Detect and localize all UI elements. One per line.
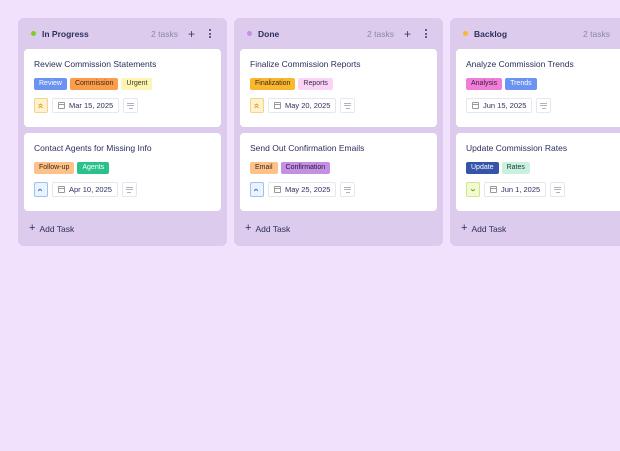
description-icon[interactable] [536,98,552,113]
priority-double-chevron-up-icon[interactable]: » [34,98,48,113]
task-meta: » May 20, 2025 [250,98,427,113]
priority-double-chevron-up-icon[interactable]: » [250,98,264,113]
column-in-progress: In Progress 2 tasks + Review Commission … [18,18,227,246]
priority-chevron-up-icon[interactable]: › [34,182,48,197]
description-icon[interactable] [340,182,356,197]
tag: Review [34,78,67,90]
tag: Trends [505,78,537,90]
task-title: Analyze Commission Trends [466,59,574,69]
due-date: Apr 10, 2025 [69,185,112,194]
tag: Rates [501,162,530,174]
description-icon[interactable] [123,98,139,113]
tag-list: Follow-up Agents [34,162,211,174]
due-date: May 20, 2025 [285,101,331,110]
due-date: Mar 15, 2025 [69,101,114,110]
tag-list: Finalization Reports [250,78,427,90]
task-card[interactable]: Contact Agents for Missing Info Follow-u… [24,133,221,211]
tag-list: Email Confirmation [250,162,427,174]
status-dot-icon [463,31,468,36]
description-icon[interactable] [121,182,137,197]
calendar-icon [58,186,65,193]
task-card[interactable]: Update Commission Rates Update Rates › Ju… [456,133,620,211]
tag: Confirmation [280,162,331,174]
tag: Follow-up [34,162,75,174]
column-header: Backlog 2 tasks + [456,18,620,49]
calendar-icon [472,102,479,109]
more-options-icon[interactable] [421,29,431,38]
column-backlog: Backlog 2 tasks + Analyze Commission Tre… [450,18,620,246]
due-date-button[interactable]: Jun 15, 2025 [466,98,533,113]
status-dot-icon [31,31,36,36]
plus-icon: + [461,222,468,234]
task-card[interactable]: Finalize Commission Reports Finalization… [240,49,437,127]
column-header: Done 2 tasks + [240,18,437,49]
column-header: In Progress 2 tasks + [24,18,221,49]
task-meta: › May 25, 2025 [250,182,427,197]
tag-list: Analysis Trends [466,78,620,90]
add-task-icon-button[interactable]: + [403,26,411,41]
priority-chevron-up-icon[interactable]: › [250,182,264,197]
due-date: Jun 15, 2025 [483,101,527,110]
add-task-button[interactable]: + Add Task [240,217,437,240]
due-date-button[interactable]: Apr 10, 2025 [52,182,118,197]
tag-list: Update Rates [466,162,620,174]
task-title: Contact Agents for Missing Info [34,143,152,153]
add-task-label: Add Task [255,223,291,234]
column-title: Backlog [474,28,508,39]
task-meta: › Apr 10, 2025 [34,182,211,197]
tag: Update [466,162,499,174]
tag-list: Review Commission Urgent [34,78,211,90]
description-icon[interactable] [340,98,356,113]
calendar-icon [490,186,497,193]
column-done: Done 2 tasks + Finalize Commission Repor… [234,18,443,246]
due-date: May 25, 2025 [285,185,331,194]
tag: Commission [69,78,119,90]
task-title: Send Out Confirmation Emails [250,143,365,153]
tag: Email [250,162,278,174]
priority-chevron-down-icon[interactable]: › [466,182,480,197]
add-task-icon-button[interactable]: + [187,26,195,41]
description-icon[interactable] [550,182,566,197]
plus-icon: + [245,222,252,234]
due-date-button[interactable]: May 20, 2025 [268,98,337,113]
task-title: Finalize Commission Reports [250,59,361,69]
add-task-label: Add Task [471,223,507,234]
tag: Reports [298,78,333,90]
task-count: 2 tasks [151,28,178,39]
task-card[interactable]: Analyze Commission Trends Analysis Trends… [456,49,620,127]
due-date-button[interactable]: Mar 15, 2025 [52,98,120,113]
add-task-button[interactable]: + Add Task [24,217,221,240]
calendar-icon [274,102,281,109]
calendar-icon [58,102,65,109]
column-title: In Progress [42,28,89,39]
tag: Urgent [121,78,153,90]
task-meta: » Mar 15, 2025 [34,98,211,113]
task-count: 2 tasks [367,28,394,39]
due-date-button[interactable]: Jun 1, 2025 [484,182,547,197]
due-date: Jun 1, 2025 [501,185,541,194]
due-date-button[interactable]: May 25, 2025 [268,182,337,197]
task-title: Review Commission Statements [34,59,157,69]
task-meta: Jun 15, 2025 [466,98,620,113]
status-dot-icon [247,31,252,36]
tag: Analysis [466,78,503,90]
task-card[interactable]: Send Out Confirmation Emails Email Confir… [240,133,437,211]
calendar-icon [274,186,281,193]
kanban-board: In Progress 2 tasks + Review Commission … [18,18,620,246]
task-card[interactable]: Review Commission Statements Review Commi… [24,49,221,127]
add-task-button[interactable]: + Add Task [456,217,620,240]
add-task-label: Add Task [39,223,75,234]
tag: Agents [77,162,110,174]
task-count: 2 tasks [583,28,610,39]
task-meta: › Jun 1, 2025 [466,182,620,197]
task-title: Update Commission Rates [466,143,568,153]
plus-icon: + [29,222,36,234]
column-title: Done [258,28,280,39]
tag: Finalization [250,78,296,90]
more-options-icon[interactable] [205,29,215,38]
